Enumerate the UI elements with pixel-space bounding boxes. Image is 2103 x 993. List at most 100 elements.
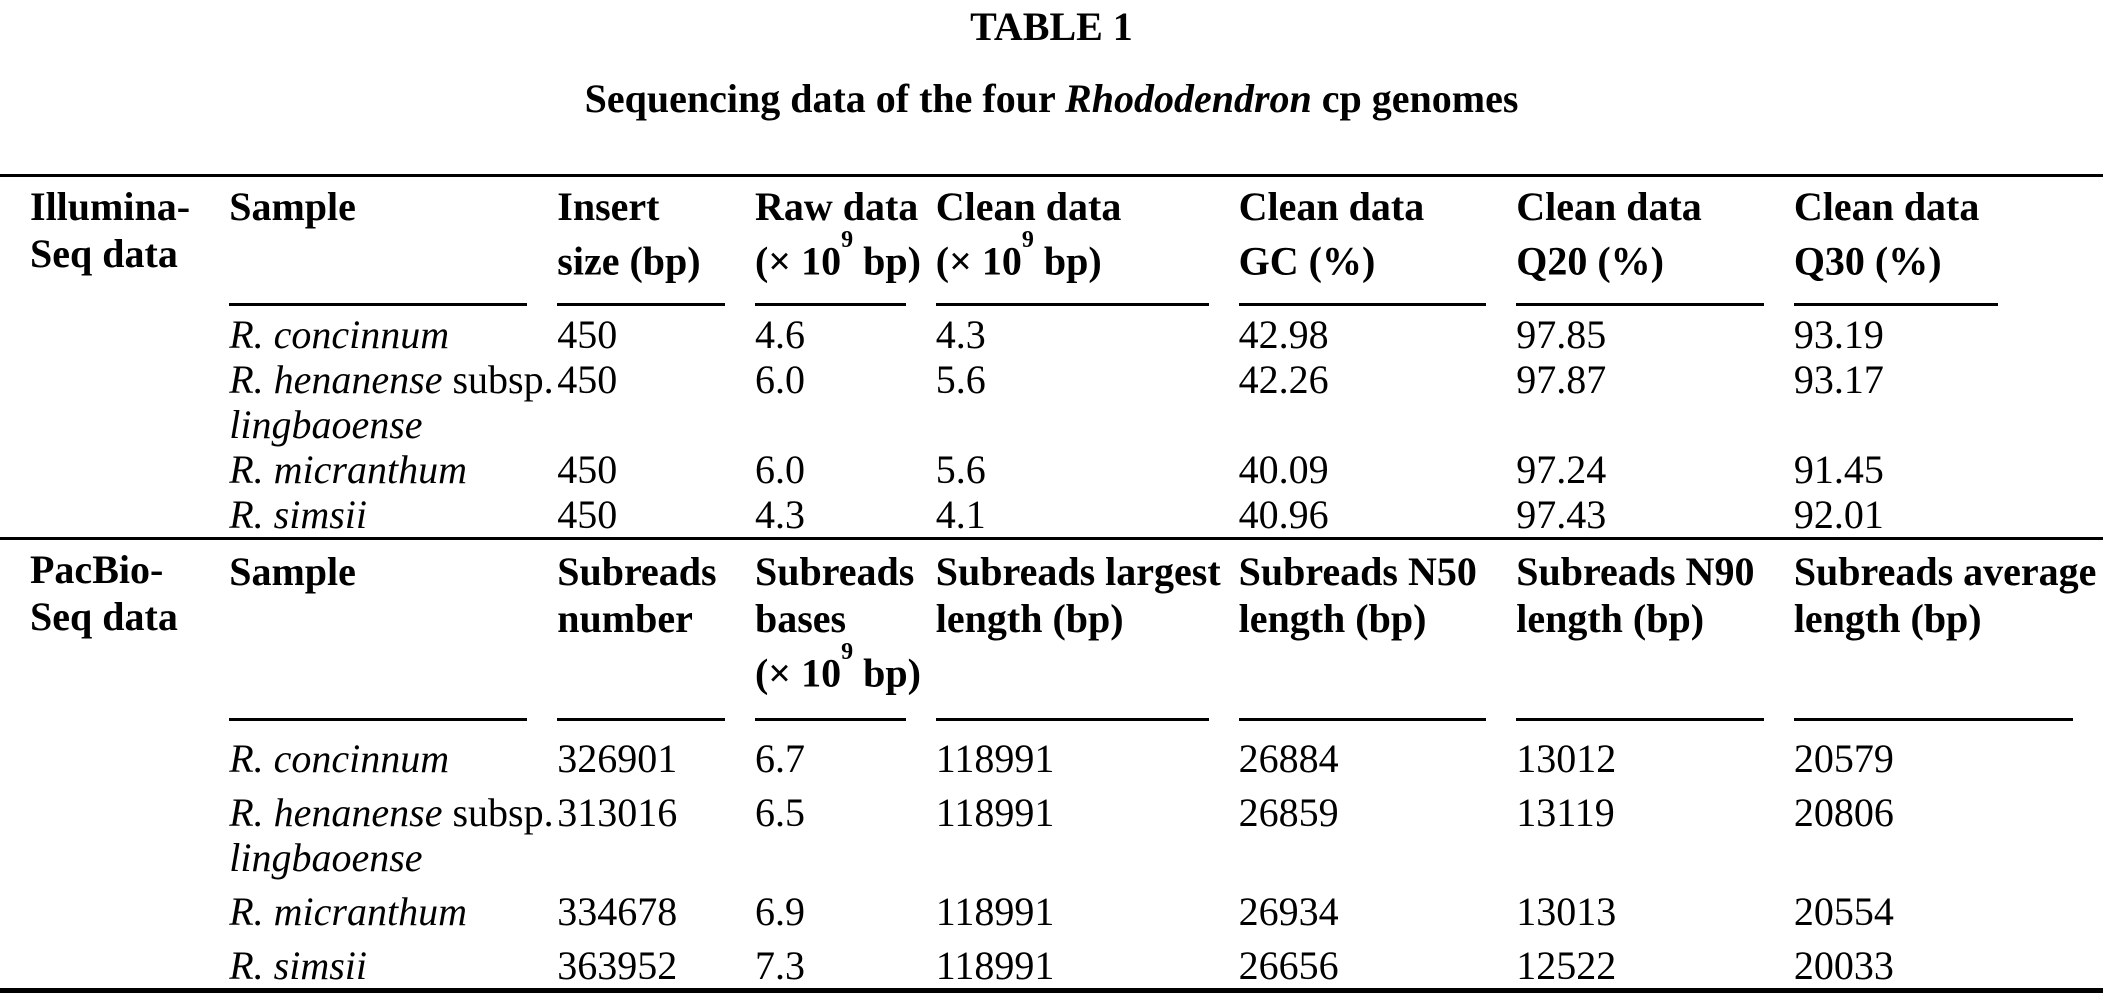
illumina-header-sample: Sample bbox=[229, 176, 557, 313]
illumina-header-clean-gc: Clean data GC (%) bbox=[1238, 176, 1517, 313]
illumina-header-raw-data: Raw data (× 109 bp) bbox=[754, 176, 936, 313]
pacbio-header-subreads-n50: Subreads N50 length (bp) bbox=[1238, 537, 1517, 727]
illumina-header-row: Illumina- Seq data Sample Insert size (b… bbox=[0, 176, 2103, 313]
section-label-pacbio: PacBio- Seq data bbox=[0, 537, 230, 991]
section-label-line1: Illumina- bbox=[30, 184, 191, 229]
value-cell: 42.26 bbox=[1238, 357, 1329, 403]
value-cell: 12522 bbox=[1516, 942, 1617, 988]
pacbio-header-row: PacBio- Seq data Sample Subreads number … bbox=[0, 537, 2103, 991]
illumina-header-clean-q20: Clean data Q20 (%) bbox=[1516, 176, 1794, 313]
pacbio-header-subreads-average: Subreads average length (bp) bbox=[1793, 537, 2103, 727]
header-underline bbox=[229, 717, 528, 721]
value-cell: 20554 bbox=[1793, 888, 1894, 934]
value-cell: 6.7 bbox=[754, 735, 805, 781]
header-underline bbox=[1793, 717, 2073, 721]
header-underline bbox=[557, 717, 725, 721]
value-cell: 26934 bbox=[1238, 888, 1339, 934]
caption-prefix: Sequencing data of the four bbox=[584, 76, 1066, 121]
value-cell: 97.43 bbox=[1516, 492, 1607, 538]
header-underline bbox=[229, 303, 528, 307]
pacbio-header-subreads-n90: Subreads N90 length (bp) bbox=[1516, 537, 1794, 727]
value-cell: 97.87 bbox=[1516, 357, 1607, 403]
value-cell: 326901 bbox=[557, 735, 678, 781]
value-cell: 4.3 bbox=[935, 312, 986, 358]
header-underline bbox=[935, 303, 1209, 307]
header-underline bbox=[1238, 303, 1487, 307]
sample-cell: R. concinnum bbox=[229, 312, 450, 358]
table-row-illumina-micranthum: R. micranthum 450 6.0 5.6 40.09 97.24 91… bbox=[0, 447, 2103, 492]
value-cell: 91.45 bbox=[1793, 447, 1884, 493]
table-label: TABLE 1 bbox=[970, 4, 1133, 49]
value-cell: 6.9 bbox=[754, 888, 805, 934]
value-cell: 4.1 bbox=[935, 492, 986, 538]
section-label-illumina: Illumina- Seq data bbox=[0, 176, 229, 539]
value-cell: 93.19 bbox=[1793, 312, 1884, 358]
value-cell: 13012 bbox=[1516, 735, 1617, 781]
value-cell: 13013 bbox=[1516, 888, 1617, 934]
value-cell: 42.98 bbox=[1238, 312, 1329, 358]
pacbio-header-subreads-number: Subreads number bbox=[557, 537, 755, 727]
value-cell: 92.01 bbox=[1793, 492, 1884, 538]
table-row-pacbio-concinnum: R. concinnum 326901 6.7 118991 26884 130… bbox=[0, 727, 2103, 781]
value-cell: 20033 bbox=[1793, 942, 1894, 988]
section-label-line1: PacBio- bbox=[30, 547, 164, 593]
value-cell: 6.0 bbox=[754, 447, 805, 493]
sample-cell: R. henanense subsp. lingbaoense bbox=[229, 789, 554, 880]
value-cell: 26656 bbox=[1238, 942, 1339, 988]
value-cell: 5.6 bbox=[935, 357, 986, 403]
value-cell: 40.96 bbox=[1238, 492, 1329, 538]
value-cell: 118991 bbox=[935, 888, 1055, 934]
table-row-pacbio-henanense: R. henanense subsp. lingbaoense 313016 6.… bbox=[0, 781, 2103, 880]
section-label-line2: Seq data bbox=[30, 594, 178, 640]
table-caption: Sequencing data of the four Rhododendron… bbox=[0, 76, 2103, 122]
header-underline bbox=[754, 303, 906, 307]
value-cell: 20579 bbox=[1793, 735, 1894, 781]
value-cell: 97.85 bbox=[1516, 312, 1607, 358]
value-cell: 4.6 bbox=[754, 312, 805, 358]
pacbio-header-sample: Sample bbox=[229, 537, 558, 727]
value-cell: 5.6 bbox=[935, 447, 986, 493]
header-underline bbox=[1516, 303, 1764, 307]
illumina-header-insert-size: Insert size (bp) bbox=[557, 176, 755, 313]
sample-cell: R. micranthum bbox=[229, 888, 467, 934]
sample-cell: R. henanense subsp. lingbaoense bbox=[229, 357, 554, 448]
value-cell: 363952 bbox=[557, 942, 678, 988]
value-cell: 313016 bbox=[557, 789, 678, 835]
pacbio-header-subreads-bases: Subreads bases (× 109 bp) bbox=[754, 537, 936, 727]
value-cell: 4.3 bbox=[754, 492, 805, 538]
value-cell: 13119 bbox=[1516, 789, 1615, 835]
value-cell: 6.5 bbox=[754, 789, 805, 835]
header-underline bbox=[1238, 717, 1487, 721]
table-row-illumina-simsii: R. simsii 450 4.3 4.1 40.96 97.43 92.01 bbox=[0, 492, 2103, 539]
sample-cell: R. simsii bbox=[229, 942, 368, 988]
value-cell: 6.0 bbox=[754, 357, 805, 403]
header-underline bbox=[1516, 717, 1764, 721]
sample-cell: R. micranthum bbox=[229, 447, 467, 493]
header-underline bbox=[935, 717, 1209, 721]
value-cell: 450 bbox=[557, 312, 618, 358]
illumina-header-clean-q30: Clean data Q30 (%) bbox=[1793, 176, 2103, 313]
pacbio-header-subreads-largest: Subreads largest length (bp) bbox=[935, 537, 1239, 727]
value-cell: 26859 bbox=[1238, 789, 1339, 835]
caption-suffix: cp genomes bbox=[1311, 76, 1519, 121]
table-row-pacbio-simsii: R. simsii 363952 7.3 118991 26656 12522 … bbox=[0, 934, 2103, 991]
value-cell: 334678 bbox=[557, 888, 678, 934]
value-cell: 118991 bbox=[935, 942, 1055, 988]
value-cell: 450 bbox=[557, 492, 618, 538]
value-cell: 118991 bbox=[935, 789, 1055, 835]
value-cell: 450 bbox=[557, 447, 618, 493]
sample-cell: R. simsii bbox=[229, 492, 368, 538]
value-cell: 7.3 bbox=[754, 942, 805, 988]
value-cell: 450 bbox=[557, 357, 618, 403]
value-cell: 97.24 bbox=[1516, 447, 1607, 493]
header-underline bbox=[1793, 303, 1998, 307]
table-row-pacbio-micranthum: R. micranthum 334678 6.9 118991 26934 13… bbox=[0, 880, 2103, 934]
illumina-header-clean-data: Clean data (× 109 bp) bbox=[935, 176, 1239, 313]
value-cell: 118991 bbox=[935, 735, 1055, 781]
value-cell: 26884 bbox=[1238, 735, 1339, 781]
sequencing-data-table: Illumina- Seq data Sample Insert size (b… bbox=[0, 174, 2103, 993]
header-underline bbox=[557, 303, 725, 307]
value-cell: 20806 bbox=[1793, 789, 1894, 835]
header-underline bbox=[754, 717, 906, 721]
